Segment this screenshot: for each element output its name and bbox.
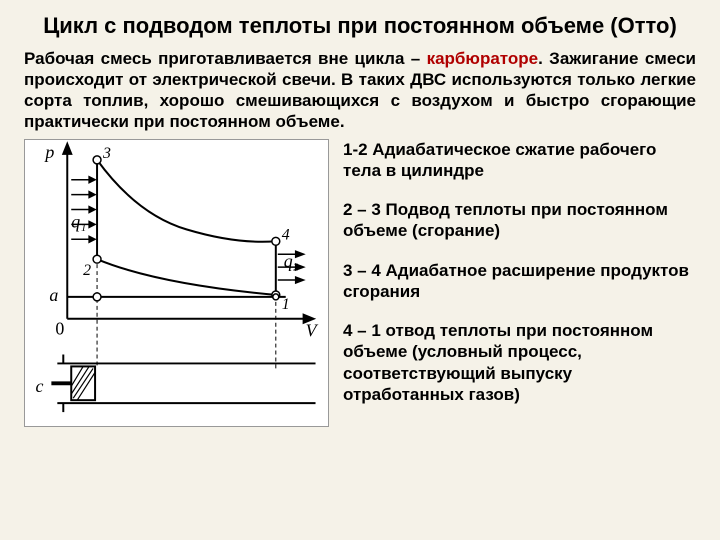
node4-label: 4 bbox=[282, 226, 290, 243]
step-4: 4 – 1 отвод теплоты при постоянном объем… bbox=[343, 320, 696, 405]
node3-label: 3 bbox=[102, 144, 111, 161]
content-columns: p V 0 q₁ q₂ a c 1 2 3 4 bbox=[24, 139, 696, 432]
node2-label: 2 bbox=[83, 262, 91, 279]
axis-p-label: p bbox=[43, 141, 54, 161]
step-2: 2 – 3 Подвод теплоты при постоянном объе… bbox=[343, 199, 696, 242]
page-title: Цикл с подводом теплоты при постоянном о… bbox=[24, 12, 696, 40]
c-label: c bbox=[35, 376, 43, 396]
axis-v-label: V bbox=[306, 320, 319, 340]
origin-label: 0 bbox=[55, 318, 64, 338]
intro-highlight: карбюраторе bbox=[427, 49, 539, 68]
intro-paragraph: Рабочая смесь приготавливается вне цикла… bbox=[24, 48, 696, 133]
steps-column: 1-2 Адиабатическое сжатие рабочего тела … bbox=[343, 139, 696, 432]
q1-label: q₁ bbox=[71, 211, 86, 231]
intro-pre: Рабочая смесь приготавливается вне цикла… bbox=[24, 49, 427, 68]
q2-label: q₂ bbox=[284, 251, 299, 271]
step-1: 1-2 Адиабатическое сжатие рабочего тела … bbox=[343, 139, 696, 182]
step-3: 3 – 4 Адиабатное расширение продуктов сг… bbox=[343, 260, 696, 303]
pv-diagram: p V 0 q₁ q₂ a c 1 2 3 4 bbox=[24, 139, 329, 427]
diagram-column: p V 0 q₁ q₂ a c 1 2 3 4 bbox=[24, 139, 329, 432]
a-label: a bbox=[49, 284, 58, 304]
node1-label: 1 bbox=[282, 295, 290, 312]
